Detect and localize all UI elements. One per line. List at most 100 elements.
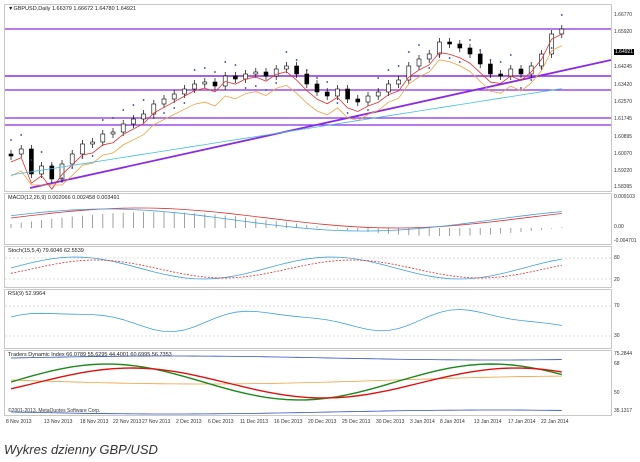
price-tick: 1.62570 xyxy=(614,99,633,105)
trend-line xyxy=(29,59,612,189)
price-tick: 1.65920 xyxy=(614,29,633,35)
date-tick: 22 Jan 2014 xyxy=(541,419,569,425)
candle-body xyxy=(273,68,279,77)
psar-dot xyxy=(214,71,216,73)
psar-dot xyxy=(520,87,522,89)
price-tick: 1.66770 xyxy=(614,12,633,18)
psar-dot xyxy=(407,51,410,53)
psar-dot xyxy=(285,51,288,53)
psar-dot xyxy=(163,112,165,114)
psar-dot xyxy=(377,77,380,79)
tdi-tick: 75.2844 xyxy=(614,351,633,357)
macd-main-line xyxy=(10,208,562,232)
macd-tick: -0.004701 xyxy=(614,238,637,244)
psar-dot xyxy=(193,69,196,71)
psar-dot xyxy=(418,44,420,46)
candle-body xyxy=(120,123,126,133)
tdi-rsi-price-line xyxy=(10,363,562,401)
stoch-tick: 20 xyxy=(614,277,620,283)
psar-dot xyxy=(356,115,359,117)
macd-pane[interactable]: MACD(12,26,9) 0.002066 0.002458 0.003491 xyxy=(4,193,612,245)
date-tick: 13 Jan 2014 xyxy=(474,419,502,425)
psar-dot xyxy=(275,82,278,84)
psar-dot xyxy=(203,67,206,69)
tdi-base-line xyxy=(10,375,562,385)
psar-dot xyxy=(458,61,461,63)
psar-dot xyxy=(265,89,267,91)
candle-body xyxy=(324,91,330,97)
psar-dot xyxy=(346,112,349,114)
price-tick: 1.60070 xyxy=(614,151,633,157)
psar-dot xyxy=(10,139,12,141)
candle-body xyxy=(488,63,493,75)
date-tick: 13 Nov 2013 xyxy=(44,419,73,425)
psar-dot xyxy=(30,159,33,161)
psar-dot xyxy=(61,177,63,179)
psar-dot xyxy=(560,14,563,16)
copyright-label: ©2001-2013, MetaQuotes Software Corp. xyxy=(8,408,101,414)
date-tick: 22 Nov 2013 xyxy=(113,419,142,425)
candle-body xyxy=(233,75,238,80)
psar-dot xyxy=(550,47,553,49)
stoch-main-line xyxy=(10,256,562,280)
date-tick: 30 Dec 2013 xyxy=(376,419,405,425)
price-tick: 1.64245 xyxy=(614,64,633,70)
psar-dot xyxy=(81,157,84,159)
psar-dot xyxy=(509,54,512,56)
date-tick: 8 Jan 2014 xyxy=(440,419,465,425)
macd-tick: 0.009103 xyxy=(614,194,635,200)
psar-dot xyxy=(50,164,53,166)
psar-dot xyxy=(336,102,339,104)
rsi-tick: 30 xyxy=(614,333,620,339)
tdi-tick: 35.1317 xyxy=(614,408,633,414)
candle-body xyxy=(69,153,75,165)
candle-body xyxy=(345,88,350,100)
candle-body xyxy=(161,98,167,105)
candle-body xyxy=(518,68,524,75)
candle-body xyxy=(110,131,116,135)
psar-dot xyxy=(438,55,441,57)
candle-body xyxy=(284,65,289,70)
candle-body xyxy=(141,113,146,120)
stochastic-pane[interactable]: Stoch(15,5,4) 79.6046 62.5539 xyxy=(4,246,612,288)
candle-body xyxy=(355,98,361,103)
moving-average-mid xyxy=(10,45,562,186)
date-tick: 18 Nov 2013 xyxy=(80,419,109,425)
date-tick: 25 Dec 2013 xyxy=(342,419,371,425)
candle-body xyxy=(253,71,259,75)
moving-average-fast xyxy=(10,33,562,190)
date-tick: 8 Nov 2013 xyxy=(6,419,32,425)
psar-dot xyxy=(540,67,543,69)
candle-body xyxy=(386,83,391,93)
tdi-tick: 68 xyxy=(614,361,620,367)
candle-body xyxy=(396,79,401,85)
psar-dot xyxy=(132,104,135,106)
trading-terminal: ▼GBPUSD,Daily 1.6637​9 1.66672 1.64780 1… xyxy=(4,4,637,425)
tdi-tick: 50 xyxy=(614,390,620,396)
psar-dot xyxy=(254,85,257,87)
psar-dot xyxy=(234,64,237,66)
rsi-label: RSI(9) 52.9964 xyxy=(8,291,46,297)
psar-dot xyxy=(40,151,43,153)
candle-body xyxy=(131,118,136,125)
rsi-line xyxy=(10,309,562,333)
candle-body xyxy=(426,53,432,60)
current-price-tag: 1.64921 xyxy=(614,49,635,55)
candle-body xyxy=(212,81,218,87)
psar-dot xyxy=(71,167,74,169)
macd-label: MACD(12,26,9) 0.002066 0.002458 0.003491 xyxy=(8,195,120,201)
psar-dot xyxy=(326,81,329,83)
date-tick: 11 Dec 2013 xyxy=(240,419,268,425)
psar-dot xyxy=(316,77,318,79)
psar-dot xyxy=(489,59,492,61)
candle-body xyxy=(171,93,177,100)
tdi-signal-line xyxy=(10,367,562,399)
tdi-label: Traders Dynamic Index 66.0789 55.6295 44… xyxy=(8,352,172,358)
candle-body xyxy=(202,81,208,85)
candle-body xyxy=(80,143,85,155)
candle-body xyxy=(243,73,248,80)
candle-body xyxy=(100,133,106,143)
tdi-upper-band xyxy=(10,355,562,361)
psar-dot xyxy=(173,107,176,109)
price-chart-pane[interactable]: ▼GBPUSD,Daily 1.6637​9 1.66672 1.64780 1… xyxy=(4,4,612,192)
